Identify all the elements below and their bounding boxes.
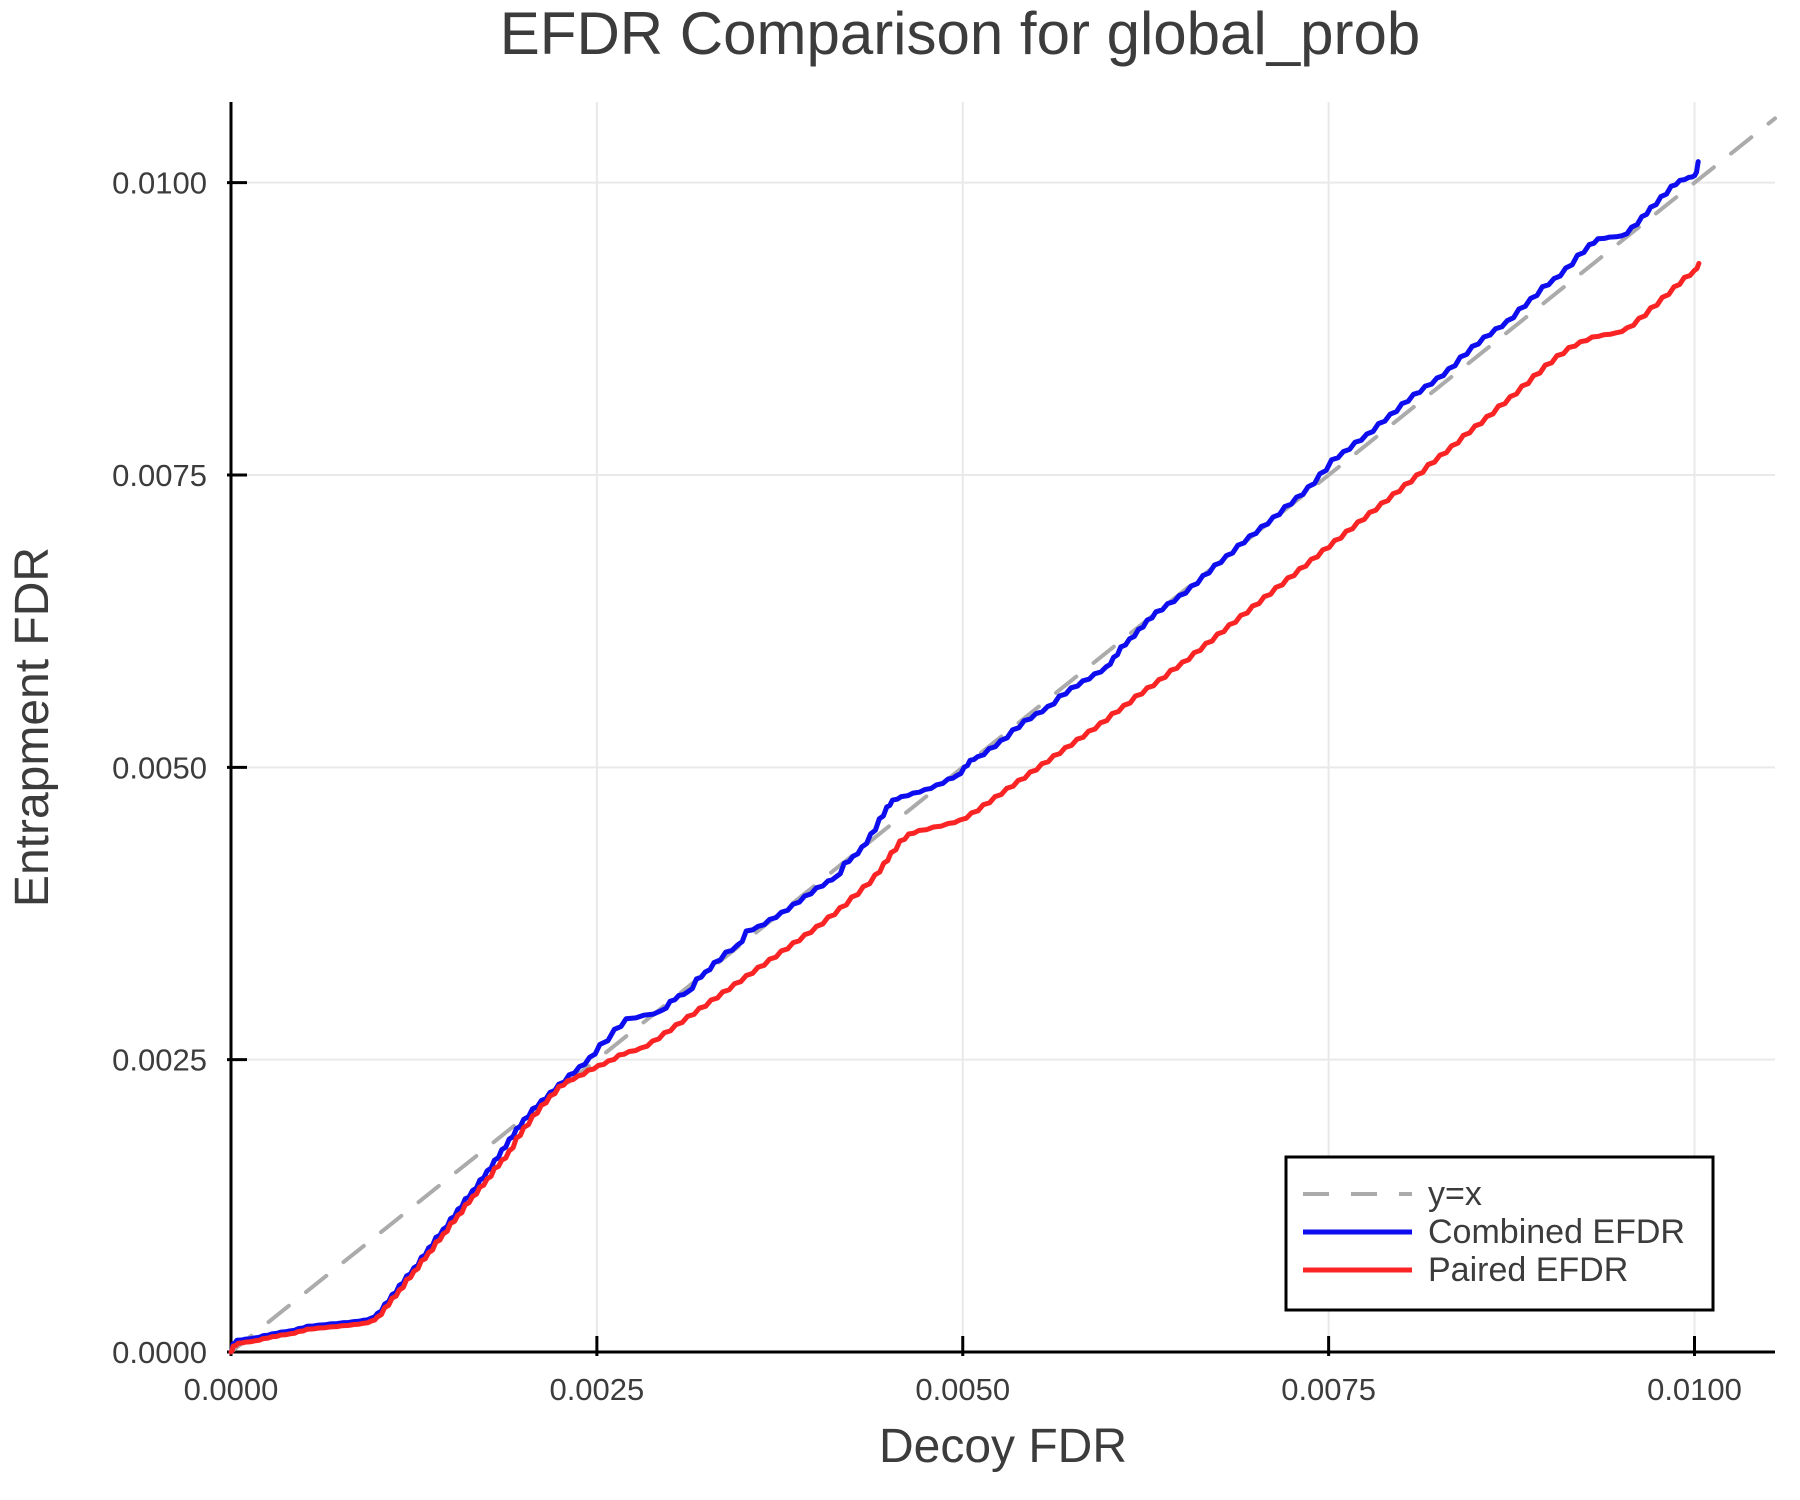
identity-line — [229, 116, 1777, 1354]
x-tick-label: 0.0050 — [915, 1372, 1010, 1407]
y-axis-label: Entrapment FDR — [6, 547, 59, 907]
x-tick-label: 0.0075 — [1281, 1372, 1376, 1407]
legend: y=x Combined EFDR Paired EFDR — [1284, 1155, 1715, 1312]
x-tick-label: 0.0100 — [1647, 1372, 1742, 1407]
chart-title: EFDR Comparison for global_prob — [500, 0, 1420, 67]
legend-label-combined-efdr: Combined EFDR — [1428, 1213, 1685, 1251]
x-axis-label: Decoy FDR — [879, 1420, 1127, 1473]
y-tick-label: 0.0075 — [112, 458, 207, 493]
y-tick-label: 0.0100 — [112, 166, 207, 201]
y-tick-label: 0.0050 — [112, 750, 207, 785]
axis-tick-labels: 0.0000 0.0025 0.0050 0.0075 0.0100 0.0000 0.00… — [112, 166, 1742, 1407]
y-tick-label: 0.0000 — [112, 1335, 207, 1370]
paired-efdr-line — [228, 260, 1702, 1355]
y-tick-label: 0.0025 — [112, 1043, 207, 1078]
legend-label-paired-efdr: Paired EFDR — [1428, 1251, 1628, 1289]
x-tick-label: 0.0025 — [549, 1372, 644, 1407]
legend-label-identity-line: y=x — [1428, 1175, 1482, 1213]
x-tick-label: 0.0000 — [184, 1372, 279, 1407]
gridlines — [231, 102, 1775, 1352]
plot-series — [228, 116, 1777, 1355]
